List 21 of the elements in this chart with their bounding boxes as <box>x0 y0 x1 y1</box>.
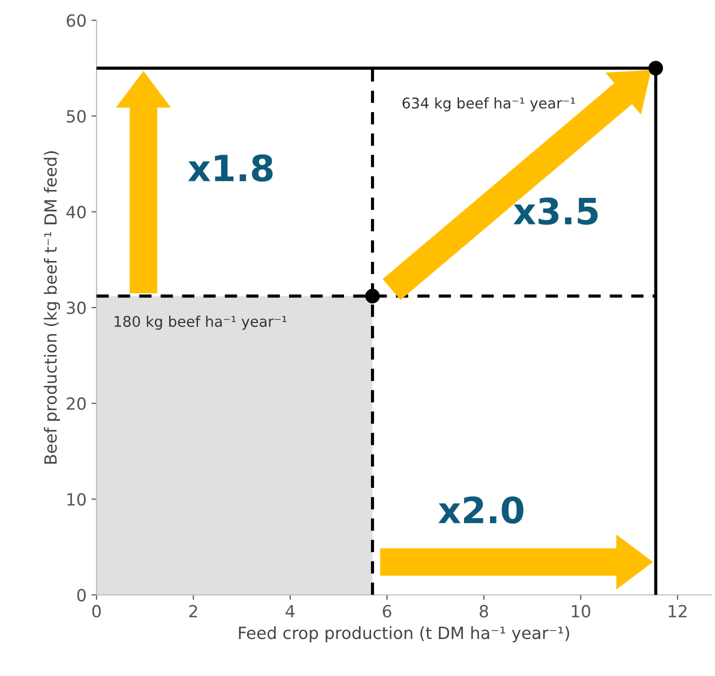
x-tick-label: 10 <box>572 604 590 618</box>
annotation: 634 kg beef ha⁻¹ year⁻¹ <box>402 97 575 112</box>
annotation: x3.5 <box>513 197 598 225</box>
y-tick-label: 60 <box>66 14 86 27</box>
x-tick-label: 6 <box>382 604 392 618</box>
x-axis-title: Feed crop production (t DM ha⁻¹ year⁻¹) <box>239 626 570 642</box>
y-tick-label: 10 <box>67 493 86 506</box>
y-tick-label: 40 <box>66 206 86 218</box>
x-tick-label: 12 <box>668 604 686 618</box>
y-tick-label: 20 <box>66 397 86 410</box>
annotation: x2.0 <box>438 496 524 524</box>
y-tick-label: 0 <box>77 588 86 602</box>
annotation: 180 kg beef ha⁻¹ year⁻¹ <box>114 316 287 330</box>
x-tick-label: 2 <box>189 604 197 618</box>
x-tick-label: 4 <box>286 605 295 618</box>
annotation: x1.8 <box>188 154 273 182</box>
y-tick-label: 30 <box>66 302 86 314</box>
x-tick-label: 8 <box>480 604 488 618</box>
y-tick-label: 50 <box>66 110 86 123</box>
x-tick-label: 0 <box>92 604 101 618</box>
y-axis-title: Beef production (kg beef t⁻¹ DM feed) <box>44 151 60 464</box>
